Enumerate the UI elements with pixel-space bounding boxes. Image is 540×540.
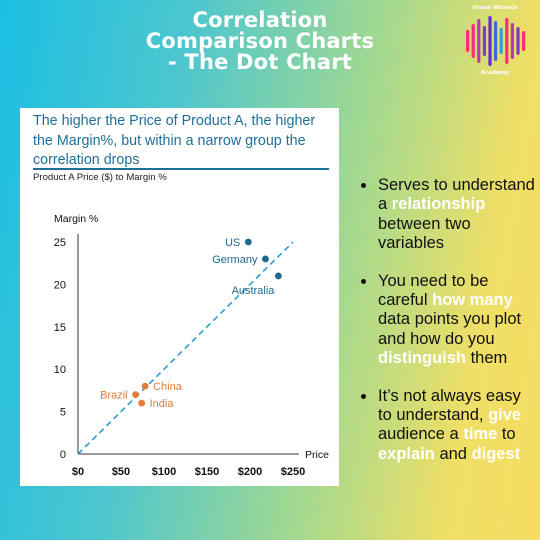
bullet-text: It’s not always easy to understand, bbox=[378, 386, 521, 425]
y-axis-label: Margin % bbox=[54, 213, 98, 225]
x-tick-label: $150 bbox=[195, 466, 219, 478]
data-point bbox=[141, 382, 149, 390]
chart-heading-line-3: correlation drops bbox=[33, 152, 140, 168]
logo-bar bbox=[466, 30, 470, 52]
bullet-text: between two variables bbox=[378, 214, 471, 253]
academy-logo: Visual Wizards Academy bbox=[458, 4, 540, 82]
point-label: India bbox=[150, 398, 175, 410]
x-tick-label: $200 bbox=[238, 466, 262, 478]
bullet-text: them bbox=[466, 349, 508, 368]
chart-subtitle: Product A Price ($) to Margin % bbox=[33, 172, 167, 183]
highlighted-text: distinguish bbox=[378, 349, 466, 368]
chart-heading-line-2: the Margin%, but within a narrow group t… bbox=[33, 132, 306, 149]
highlighted-text: digest bbox=[471, 444, 521, 463]
highlighted-text: time bbox=[463, 425, 498, 444]
logo-bar bbox=[471, 24, 475, 58]
logo-bar bbox=[488, 16, 492, 66]
logo-bar bbox=[482, 26, 486, 56]
x-tick-label: $0 bbox=[72, 466, 84, 478]
point-label: Australia bbox=[232, 285, 276, 297]
chart-card: The higher the Price of Product A, the h… bbox=[20, 108, 339, 486]
data-point bbox=[262, 255, 269, 263]
y-tick-label: 5 bbox=[60, 407, 66, 419]
bullet-item: It’s not always easy to understand, give… bbox=[358, 387, 538, 465]
logo-bar bbox=[477, 19, 481, 63]
x-axis-label: Price bbox=[305, 449, 329, 461]
bullet-text: data points you plot and how do you bbox=[378, 310, 522, 348]
title-line-3: - The Dot Chart bbox=[168, 50, 352, 74]
title-line-1: Correlation bbox=[192, 8, 328, 32]
logo-bottom-text: Academy bbox=[480, 70, 510, 76]
chart-heading: The higher the Price of Product A, the h… bbox=[33, 112, 333, 171]
x-tick-label: $100 bbox=[152, 466, 176, 478]
data-point bbox=[138, 399, 146, 407]
y-tick-label: 25 bbox=[54, 237, 66, 249]
logo-bar bbox=[510, 23, 514, 59]
logo-bar bbox=[516, 27, 520, 55]
y-tick-label: 20 bbox=[54, 279, 66, 291]
y-tick-label: 10 bbox=[54, 364, 66, 376]
point-label: Germany bbox=[212, 254, 258, 266]
heading-divider bbox=[33, 168, 329, 170]
logo-bar bbox=[494, 21, 498, 61]
bullet-item: Serves to understand a relationship betw… bbox=[358, 176, 538, 254]
bullet-text: You need to be careful bbox=[378, 271, 489, 310]
bullet-list: Serves to understand a relationship betw… bbox=[358, 176, 538, 482]
bullet-item: You need to be careful how many data poi… bbox=[358, 272, 538, 369]
data-point bbox=[274, 272, 282, 280]
point-label: US bbox=[225, 237, 240, 249]
logo-top-text: Visual Wizards bbox=[472, 5, 518, 11]
bullet-text: audience a bbox=[378, 425, 464, 444]
data-point bbox=[132, 391, 140, 399]
page-title: Correlation Comparison Charts - The Dot … bbox=[100, 10, 420, 73]
point-label: Brazil bbox=[100, 390, 128, 402]
logo-bars-icon bbox=[466, 16, 526, 66]
x-tick-label: $50 bbox=[112, 466, 130, 478]
highlighted-text: give bbox=[488, 406, 522, 425]
y-tick-label: 15 bbox=[54, 322, 66, 334]
bullet-text: and bbox=[434, 444, 472, 463]
x-tick-label: $250 bbox=[281, 466, 305, 478]
highlighted-text: explain bbox=[378, 444, 435, 463]
scatter-chart: Margin % Price 0 5 10 15 20 25 $0 $50 $100 $150 $200… bbox=[54, 213, 329, 478]
highlighted-text: how many bbox=[432, 291, 513, 310]
highlighted-text: relationship bbox=[391, 195, 486, 214]
data-point bbox=[244, 238, 252, 246]
logo-bar bbox=[505, 18, 509, 64]
bullet-text: Serves to understand a bbox=[378, 176, 535, 214]
bullet-text: to bbox=[497, 425, 516, 444]
logo-bar bbox=[499, 28, 503, 54]
y-tick-label: 0 bbox=[60, 449, 66, 461]
trend-line bbox=[77, 241, 294, 455]
logo-bar bbox=[522, 31, 526, 51]
point-label: China bbox=[153, 381, 183, 393]
chart-heading-line-1: The higher the Price of Product A, the h… bbox=[33, 113, 316, 129]
title-line-2: Comparison Charts bbox=[145, 29, 375, 53]
